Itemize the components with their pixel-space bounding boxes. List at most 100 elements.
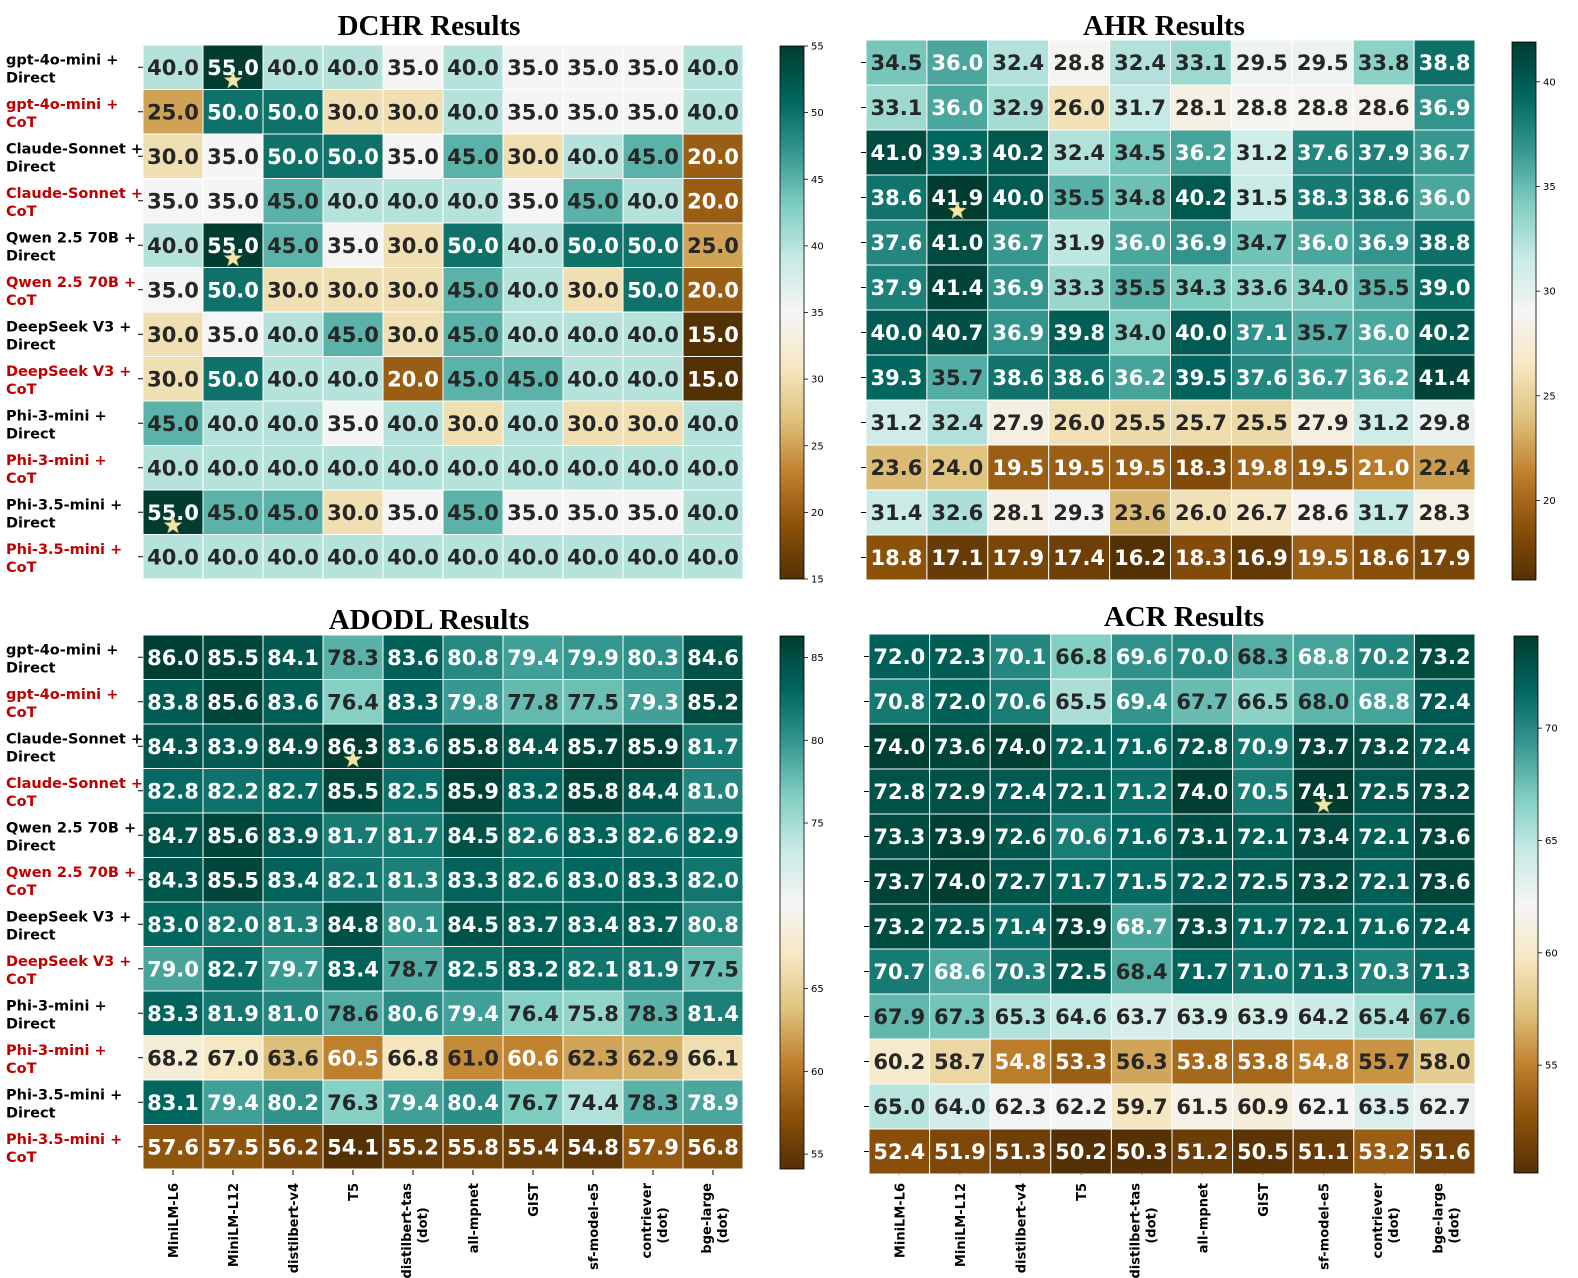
cell-value-label: 29.3 xyxy=(1053,501,1105,525)
cell-value-label: 30.0 xyxy=(567,412,619,436)
cell-value-label: 62.3 xyxy=(995,1095,1047,1119)
heatmap-cell xyxy=(262,445,324,491)
heatmap-cell xyxy=(929,993,991,1040)
heatmap-cell xyxy=(1050,993,1112,1040)
row-label: CoT xyxy=(6,471,37,487)
heatmap-cell xyxy=(562,634,624,680)
cell-value-label: 26.0 xyxy=(1053,96,1105,120)
cell-value-label: 83.6 xyxy=(387,646,439,670)
heatmap-cell xyxy=(382,311,444,357)
cell-value-label: 82.7 xyxy=(267,779,319,803)
heatmap-cell xyxy=(622,133,684,179)
heatmap-cell xyxy=(682,133,744,179)
heatmap-cell xyxy=(562,311,624,357)
heatmap-cell xyxy=(987,354,1050,401)
heatmap-cell xyxy=(502,1124,564,1170)
heatmap-cell xyxy=(382,946,444,992)
heatmap-cell xyxy=(442,901,504,947)
cell-value-label: 45.0 xyxy=(447,367,499,391)
heatmap-cell xyxy=(926,354,989,401)
heatmap-cell xyxy=(262,534,324,580)
cell-value-label: 84.3 xyxy=(147,868,199,892)
heatmap-cell xyxy=(1413,534,1476,581)
cell-value-label: 83.2 xyxy=(507,779,559,803)
cell-value-label: 72.0 xyxy=(934,690,986,714)
row-label: CoT xyxy=(6,794,37,810)
cell-value-label: 74.0 xyxy=(1176,780,1228,804)
column-label-group: MiniLM-L6 MiniLM-L12 distilbert-v4 T5 distil… xyxy=(167,1170,731,1278)
cell-value-label: 82.7 xyxy=(207,957,259,981)
heatmap-cell xyxy=(322,946,384,992)
column-label: MiniLM-L12 xyxy=(954,1183,969,1267)
cell-value-label: 68.8 xyxy=(1358,690,1410,714)
cell-value-label: 35.0 xyxy=(327,412,379,436)
heatmap-cell xyxy=(682,768,744,814)
row-label-group: gpt-4o-mini + Direct gpt-4o-mini + CoT Claud… xyxy=(6,52,143,576)
cell-value-label: 45.0 xyxy=(267,501,319,525)
heatmap-cell xyxy=(202,89,264,135)
heatmap-cell xyxy=(1050,903,1112,950)
cell-value-label: 35.0 xyxy=(147,189,199,213)
cell-value-label: 40.0 xyxy=(507,278,559,302)
cell-value-label: 34.5 xyxy=(1114,141,1166,165)
cell-value-label: 34.0 xyxy=(1114,321,1166,345)
cell-value-label: 45.0 xyxy=(447,145,499,169)
cell-value-label: 82.2 xyxy=(207,779,259,803)
column-label: contriever xyxy=(1371,1182,1386,1258)
heatmap-cell xyxy=(1353,903,1415,950)
heatmap-cell xyxy=(202,946,264,992)
heatmap-cell xyxy=(382,679,444,725)
cell-value-label: 28.3 xyxy=(1419,501,1471,525)
heatmap-cell xyxy=(502,356,564,402)
heatmap-cell xyxy=(989,1038,1052,1085)
row-label: Qwen 2.5 70B + xyxy=(6,275,136,291)
heatmap-cell xyxy=(929,1038,991,1085)
heatmap-cell xyxy=(1413,948,1476,995)
cell-value-label: 50.0 xyxy=(267,145,319,169)
cell-value-label: 73.2 xyxy=(873,915,925,939)
heatmap-cell xyxy=(987,534,1050,581)
heatmap-cell xyxy=(262,857,324,903)
heatmap-cell xyxy=(1413,723,1476,770)
heatmap-cell xyxy=(382,534,444,580)
column-label: MiniLM-L12 xyxy=(227,1183,242,1267)
heatmap-cell xyxy=(202,178,264,224)
row-label: CoT xyxy=(6,972,37,988)
heatmap-cell xyxy=(382,267,444,313)
heatmap-cell xyxy=(929,948,991,995)
cell-value-label: 40.0 xyxy=(147,234,199,258)
cell-value-label: 40.0 xyxy=(627,456,679,480)
heatmap-cell xyxy=(382,222,444,268)
cell-value-label: 85.6 xyxy=(207,824,259,848)
cell-value-label: 61.5 xyxy=(1176,1095,1228,1119)
cell-value-label: 38.6 xyxy=(1053,366,1105,390)
cell-value-label: 81.0 xyxy=(687,779,739,803)
heatmap-cell xyxy=(1110,1128,1173,1175)
heatmap-cell xyxy=(1230,534,1293,581)
column-label: (dot) xyxy=(1448,1207,1463,1243)
cell-value-label: 35.0 xyxy=(567,56,619,80)
cell-value-label: 40.0 xyxy=(267,456,319,480)
heatmap-cell xyxy=(1110,768,1173,815)
cell-value-label: 40.0 xyxy=(567,545,619,569)
heatmap-cell xyxy=(1413,1128,1476,1175)
heatmap-cell xyxy=(1109,174,1171,221)
cell-value-label: 53.8 xyxy=(1176,1050,1228,1074)
heatmap-cell xyxy=(502,400,564,446)
cell-value-label: 51.1 xyxy=(1298,1140,1350,1164)
cell-value-label: 40.0 xyxy=(687,545,739,569)
cell-value-label: 26.0 xyxy=(1053,411,1105,435)
colorbar-gradient xyxy=(1511,41,1537,581)
heatmap-cell xyxy=(322,634,384,680)
row-label: CoT xyxy=(6,382,37,398)
row-label: Qwen 2.5 70B + xyxy=(6,230,136,246)
cell-value-label: 72.1 xyxy=(1237,825,1289,849)
cell-value-label: 40.0 xyxy=(387,456,439,480)
colorbar-tick-label: 40 xyxy=(811,241,824,252)
heatmap-cell xyxy=(1170,534,1232,581)
cell-value-label: 85.8 xyxy=(447,735,499,759)
cell-value-label: 37.9 xyxy=(871,276,923,300)
cell-value-label: 34.7 xyxy=(1236,231,1288,255)
cell-value-label: 55.8 xyxy=(447,1135,499,1159)
cell-value-label: 73.3 xyxy=(1176,915,1228,939)
